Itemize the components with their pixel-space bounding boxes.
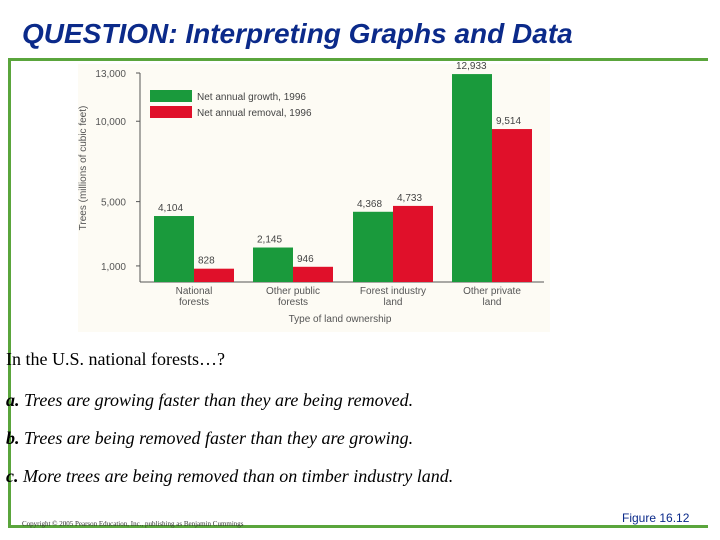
bar-removal [293, 266, 333, 282]
data-label: 4,733 [397, 193, 422, 204]
bar-growth [253, 247, 293, 282]
option-c-letter: c. [6, 466, 19, 486]
y-tick-label: 10,000 [95, 117, 126, 128]
bar-growth [353, 211, 393, 282]
x-tick-label: Other public [266, 286, 320, 297]
legend-swatch [150, 90, 192, 102]
data-label: 946 [297, 254, 314, 265]
x-tick-label: forests [278, 297, 308, 308]
top-rule [8, 58, 708, 61]
option-c[interactable]: c. More trees are being removed than on … [6, 466, 453, 487]
slide-title: QUESTION: Interpreting Graphs and Data [22, 18, 573, 49]
data-label: 2,145 [257, 235, 282, 246]
data-label: 12,933 [456, 61, 487, 72]
legend-swatch [150, 106, 192, 118]
data-label: 9,514 [496, 116, 521, 127]
y-tick-label: 13,000 [95, 69, 126, 80]
question-text: In the U.S. national forests…? [6, 349, 225, 369]
x-axis-label: Type of land ownership [289, 314, 392, 325]
option-a[interactable]: a. Trees are growing faster than they ar… [6, 390, 413, 411]
y-tick-label: 1,000 [101, 262, 126, 273]
data-label: 828 [198, 256, 215, 267]
option-b[interactable]: b. Trees are being removed faster than t… [6, 428, 413, 449]
left-rule [8, 58, 11, 528]
bar-growth [154, 216, 194, 282]
x-tick-label: National [176, 286, 213, 297]
data-label: 4,104 [158, 203, 183, 214]
legend-label: Net annual growth, 1996 [197, 92, 306, 103]
x-tick-label: land [384, 297, 403, 308]
data-label: 4,368 [357, 199, 382, 210]
bar-removal [393, 205, 433, 282]
bar-removal [194, 268, 234, 282]
bar-removal [492, 129, 532, 282]
option-c-text: More trees are being removed than on tim… [23, 466, 454, 486]
x-tick-label: Other private [463, 286, 521, 297]
bar-growth [452, 74, 492, 283]
copyright-notice: Copyright © 2005 Pearson Education, Inc.… [22, 520, 244, 528]
y-axis-label: Trees (millions of cubic feet) [78, 106, 89, 231]
x-tick-label: forests [179, 297, 209, 308]
x-tick-label: land [483, 297, 502, 308]
option-a-text: Trees are growing faster than they are b… [24, 390, 414, 410]
option-b-letter: b. [6, 428, 20, 448]
option-a-letter: a. [6, 390, 20, 410]
figure-reference: Figure 16.12 [622, 511, 690, 525]
x-tick-label: Forest industry [360, 286, 426, 297]
bottom-rule [8, 525, 708, 528]
option-b-text: Trees are being removed faster than they… [24, 428, 414, 448]
y-tick-label: 5,000 [101, 198, 126, 209]
legend-label: Net annual removal, 1996 [197, 108, 312, 119]
